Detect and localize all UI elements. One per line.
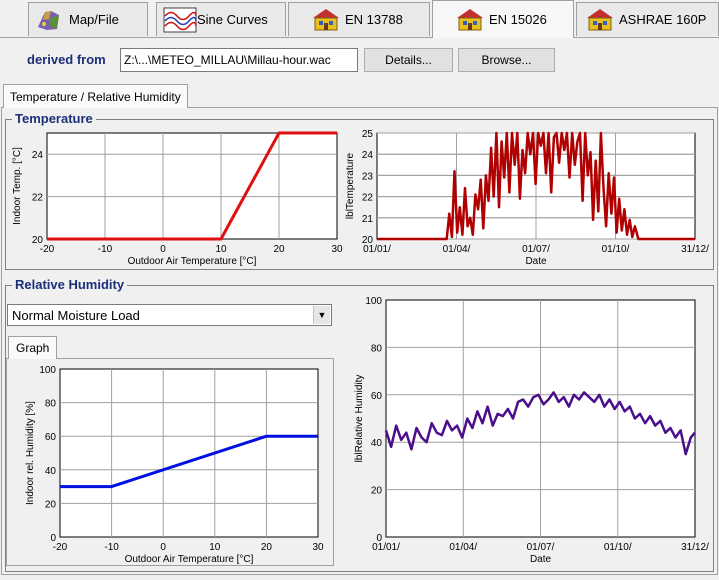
x-tick-label: 31/12/ bbox=[681, 244, 709, 255]
relative-humidity-group-title: Relative Humidity bbox=[12, 277, 128, 292]
x-tick-label: 01/07/ bbox=[522, 244, 550, 255]
x-tick-label: 01/01/ bbox=[372, 542, 400, 553]
relative-humidity-group: Relative Humidity bbox=[5, 277, 714, 572]
y-tick-label: 80 bbox=[45, 399, 57, 410]
tab-en-13788[interactable]: EN 13788 bbox=[288, 2, 430, 36]
tab-label: ASHRAE 160P bbox=[619, 12, 707, 27]
derived-from-row: derived from Z:\...\METEO_MILLAU\Millau-… bbox=[0, 44, 719, 76]
x-tick-label: 31/12/ bbox=[681, 542, 709, 553]
map-icon bbox=[38, 10, 59, 30]
moisture-load-select[interactable]: Normal Moisture Load ▼ bbox=[7, 304, 332, 326]
x-axis-label: Outdoor Air Temperature [°C] bbox=[125, 554, 254, 565]
y-tick-label: 20 bbox=[362, 235, 374, 246]
series-line bbox=[47, 131, 337, 241]
y-tick-label: 60 bbox=[45, 432, 57, 443]
y-tick-label: 24 bbox=[32, 150, 44, 161]
derived-from-label: derived from bbox=[27, 52, 106, 67]
tab-label: EN 13788 bbox=[345, 12, 403, 27]
y-tick-label: 23 bbox=[362, 171, 374, 182]
tab-graph[interactable]: Graph bbox=[8, 336, 58, 359]
chevron-down-icon[interactable]: ▼ bbox=[313, 306, 330, 324]
x-axis-label: Date bbox=[525, 256, 547, 267]
x-tick-label: 01/01/ bbox=[363, 244, 391, 255]
y-tick-label: 22 bbox=[362, 193, 374, 204]
y-axis-label: Indoor rel. Humidity [%] bbox=[25, 401, 36, 505]
y-axis-label: lblRelative Humidity bbox=[354, 375, 365, 463]
series-line bbox=[377, 131, 695, 241]
climate-file-path-field[interactable]: Z:\...\METEO_MILLAU\Millau-hour.wac bbox=[120, 48, 358, 72]
series-line bbox=[60, 434, 318, 489]
x-tick-label: 10 bbox=[209, 542, 221, 553]
y-tick-label: 100 bbox=[365, 296, 382, 307]
moisture-load-value: Normal Moisture Load bbox=[12, 308, 140, 323]
x-axis-label: Date bbox=[530, 554, 552, 565]
x-tick-label: 01/07/ bbox=[527, 542, 555, 553]
y-tick-label: 20 bbox=[45, 499, 57, 510]
y-tick-label: 0 bbox=[50, 533, 56, 544]
house-icon bbox=[313, 8, 339, 30]
x-tick-label: 20 bbox=[273, 244, 285, 255]
tab-label: EN 15026 bbox=[489, 12, 547, 27]
x-tick-label: -20 bbox=[40, 244, 55, 255]
x-axis-label: Outdoor Air Temperature [°C] bbox=[128, 256, 257, 267]
sine-curves-icon bbox=[163, 7, 197, 32]
tab-en-15026[interactable]: EN 15026 bbox=[432, 0, 574, 38]
y-axis-label: Indoor Temp. [°C] bbox=[12, 147, 23, 225]
x-tick-label: 20 bbox=[261, 542, 273, 553]
x-tick-label: 10 bbox=[215, 244, 227, 255]
y-tick-label: 0 bbox=[376, 533, 382, 544]
x-tick-label: 0 bbox=[160, 542, 166, 553]
y-tick-label: 20 bbox=[32, 235, 44, 246]
x-tick-label: 0 bbox=[160, 244, 166, 255]
y-tick-label: 22 bbox=[32, 193, 44, 204]
tab-label: Sine Curves bbox=[197, 12, 268, 27]
x-tick-label: 01/04/ bbox=[449, 542, 477, 553]
x-tick-label: -10 bbox=[104, 542, 119, 553]
y-axis-label: lblTemperature bbox=[345, 152, 356, 219]
y-tick-label: 21 bbox=[362, 214, 374, 225]
y-tick-label: 40 bbox=[371, 438, 383, 449]
tab-sine-curves[interactable]: Sine Curves bbox=[156, 2, 286, 36]
plot-area bbox=[46, 132, 338, 240]
x-tick-label: 01/10/ bbox=[604, 542, 632, 553]
y-tick-label: 24 bbox=[362, 150, 374, 161]
y-tick-label: 60 bbox=[371, 391, 383, 402]
x-tick-label: -20 bbox=[53, 542, 68, 553]
y-tick-label: 100 bbox=[39, 365, 56, 376]
details-button[interactable]: Details... bbox=[364, 48, 453, 72]
plot-area bbox=[59, 368, 319, 538]
temperature-group: Temperature bbox=[5, 111, 714, 270]
y-tick-label: 20 bbox=[371, 486, 383, 497]
x-tick-label: 30 bbox=[312, 542, 324, 553]
tab-temperature-relative-humidity[interactable]: Temperature / Relative Humidity bbox=[3, 84, 188, 108]
tab-ashrae-160p[interactable]: ASHRAE 160P bbox=[576, 2, 719, 36]
browse-button[interactable]: Browse... bbox=[458, 48, 555, 72]
x-tick-label: 01/04/ bbox=[443, 244, 471, 255]
tab-label: Map/File bbox=[69, 12, 119, 27]
series-line bbox=[384, 391, 696, 456]
y-tick-label: 80 bbox=[371, 343, 383, 354]
top-tab-bar: Map/File Sine Curves EN 13788 EN 15026 bbox=[0, 0, 719, 38]
x-tick-label: 30 bbox=[331, 244, 343, 255]
x-tick-label: -10 bbox=[98, 244, 113, 255]
tab-map-file[interactable]: Map/File bbox=[28, 2, 148, 36]
y-tick-label: 25 bbox=[362, 129, 374, 140]
house-icon bbox=[457, 8, 483, 30]
temperature-group-title: Temperature bbox=[12, 111, 96, 126]
x-tick-label: 01/10/ bbox=[602, 244, 630, 255]
y-tick-label: 40 bbox=[45, 466, 57, 477]
house-icon bbox=[587, 8, 613, 30]
